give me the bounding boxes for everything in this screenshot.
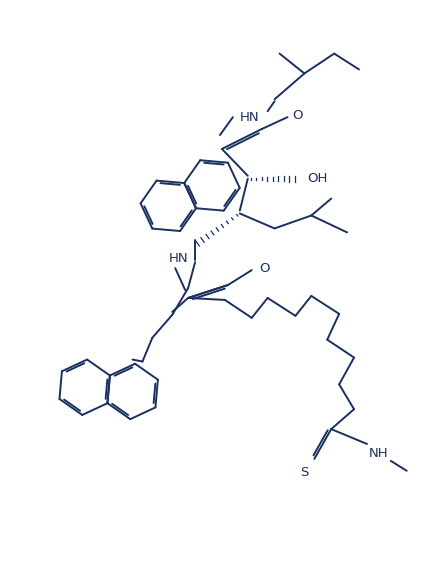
Text: O: O [292, 109, 303, 122]
Text: S: S [300, 466, 308, 480]
Text: OH: OH [307, 172, 327, 185]
Text: HN: HN [240, 111, 260, 123]
Text: NH: NH [369, 448, 389, 460]
Text: O: O [259, 262, 270, 275]
Text: HN: HN [168, 252, 188, 265]
